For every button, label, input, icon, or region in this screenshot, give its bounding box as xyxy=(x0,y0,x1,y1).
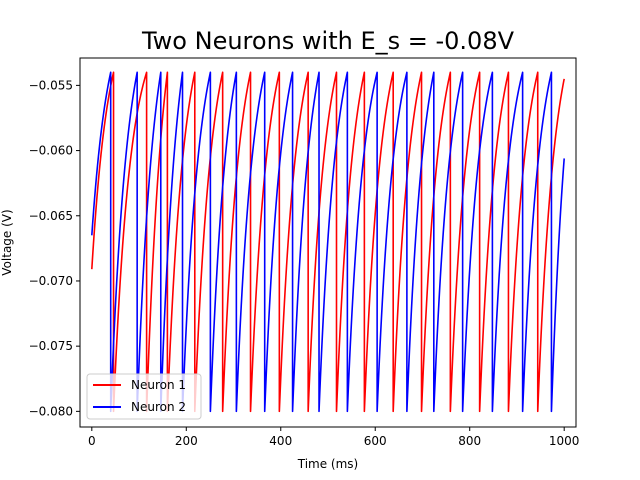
legend: Neuron 1 Neuron 2 xyxy=(86,373,202,420)
series-line-neuron-2 xyxy=(91,71,565,413)
y-tick-label: −0.065 xyxy=(29,209,73,223)
x-tick-label: 200 xyxy=(175,434,198,448)
y-axis-label: Voltage (V) xyxy=(0,209,14,275)
x-axis-ticks: 0 200 400 600 800 1000 xyxy=(88,427,579,448)
y-tick-label: −0.055 xyxy=(29,78,73,92)
y-tick-label: −0.080 xyxy=(29,404,73,418)
x-axis-label: Time (ms) xyxy=(297,457,359,471)
x-tick-label: 800 xyxy=(458,434,481,448)
x-tick-label: 0 xyxy=(88,434,96,448)
x-tick-label: 1000 xyxy=(549,434,580,448)
series-layer xyxy=(91,71,565,413)
chart-title: Two Neurons with E_s = -0.08V xyxy=(141,27,515,55)
series-line-neuron-1 xyxy=(91,71,565,413)
legend-label-neuron-1: Neuron 1 xyxy=(131,378,186,392)
y-tick-label: −0.075 xyxy=(29,339,73,353)
x-tick-label: 400 xyxy=(269,434,292,448)
y-tick-label: −0.070 xyxy=(29,274,73,288)
y-axis-ticks: −0.080 −0.075 −0.070 −0.065 −0.060 −0.055 xyxy=(29,78,80,418)
legend-label-neuron-2: Neuron 2 xyxy=(131,400,186,414)
y-tick-label: −0.060 xyxy=(29,144,73,158)
axes-frame xyxy=(79,57,577,428)
x-tick-label: 600 xyxy=(364,434,387,448)
plot-area: 0 200 400 600 800 1000 −0.080−0.075−0.070−0.0… xyxy=(29,57,579,448)
